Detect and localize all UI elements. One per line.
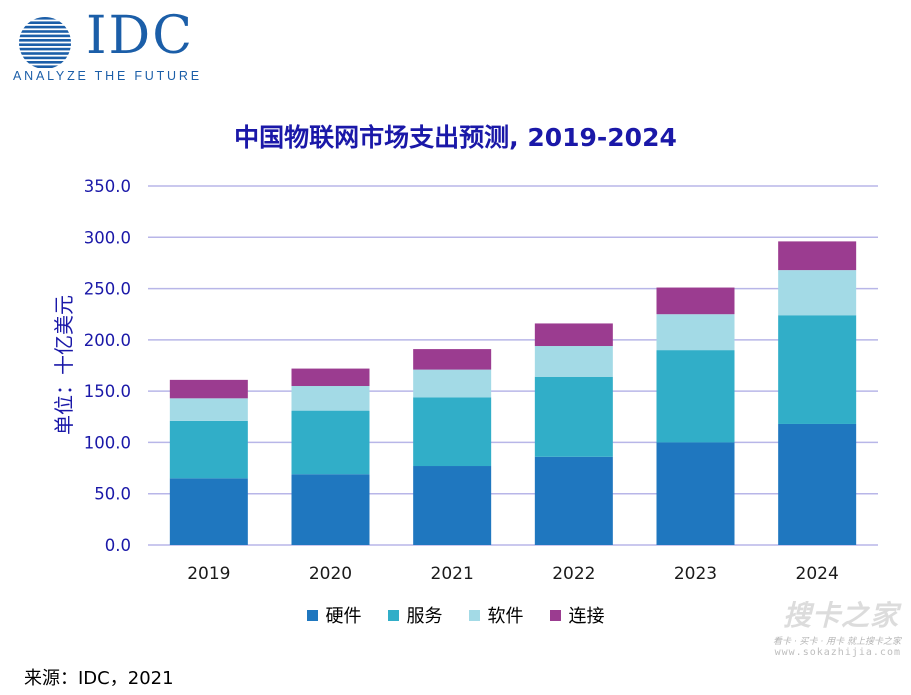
bar-segment bbox=[291, 474, 370, 545]
y-tick-label: 300.0 bbox=[84, 228, 131, 247]
chart-legend: 硬件 服务 软件 连接 bbox=[0, 602, 911, 628]
y-tick-label: 250.0 bbox=[84, 280, 131, 299]
bar-segment bbox=[778, 315, 857, 424]
legend-label: 软件 bbox=[487, 606, 524, 627]
globe-stripe bbox=[19, 39, 71, 42]
bar-segment bbox=[534, 323, 613, 347]
globe-stripe bbox=[19, 34, 71, 38]
y-axis-label: 单位：十亿美元 bbox=[52, 295, 76, 435]
globe-stripe bbox=[19, 56, 71, 60]
bar-segment bbox=[169, 398, 248, 421]
bar-segment bbox=[169, 478, 248, 545]
bar-segment bbox=[169, 379, 248, 399]
globe-stripe bbox=[19, 21, 71, 24]
bar-segment bbox=[656, 350, 735, 443]
legend-swatch bbox=[549, 609, 561, 621]
idc-logo: IDC ANALYZE THE FUTURE bbox=[10, 6, 210, 86]
x-tick-label: 2019 bbox=[187, 564, 230, 584]
x-tick-label: 2020 bbox=[309, 564, 352, 584]
y-tick-label: 200.0 bbox=[84, 331, 131, 350]
source-note: 来源：IDC，2021 bbox=[24, 668, 174, 689]
globe-stripe bbox=[19, 65, 71, 68]
legend-label: 连接 bbox=[568, 606, 605, 627]
bar-segment bbox=[778, 241, 857, 271]
legend-item: 连接 bbox=[549, 602, 605, 628]
y-tick-label: 50.0 bbox=[94, 485, 131, 504]
globe-stripe bbox=[19, 43, 71, 46]
legend-item: 服务 bbox=[387, 602, 443, 628]
watermark: 搜卡之家 看卡 · 买卡 · 用卡 就上搜卡之家 www.sokazhijia.… bbox=[745, 590, 905, 660]
y-tick-label: 0.0 bbox=[105, 536, 131, 555]
bar-segment bbox=[291, 410, 370, 475]
globe-stripe bbox=[19, 25, 71, 29]
bar-segment bbox=[534, 456, 613, 545]
legend-swatch bbox=[306, 609, 318, 621]
bar-segment bbox=[413, 397, 492, 467]
legend-label: 硬件 bbox=[325, 606, 362, 627]
bar-segment bbox=[291, 368, 370, 387]
stacked-bar-chart: 0.0 50.0 100.0 150.0 200.0 250.0 300.0 350.0 201… bbox=[52, 177, 878, 584]
bar-segment bbox=[413, 349, 492, 370]
bar-segment bbox=[656, 442, 735, 545]
globe-stripe bbox=[19, 52, 71, 55]
x-tick-label: 2021 bbox=[431, 564, 474, 584]
bar-segment bbox=[534, 376, 613, 457]
x-tick-label: 2024 bbox=[796, 564, 839, 584]
globe-stripe bbox=[19, 30, 71, 33]
bar-segment bbox=[778, 423, 857, 545]
legend-swatch bbox=[468, 609, 480, 621]
chart-title: 中国物联网市场支出预测, 2019-2024 bbox=[234, 123, 677, 152]
legend-label: 服务 bbox=[406, 606, 443, 627]
y-tick-label: 150.0 bbox=[84, 382, 131, 401]
legend-item: 硬件 bbox=[306, 602, 362, 628]
bar-segment bbox=[291, 386, 370, 411]
y-tick-label: 100.0 bbox=[84, 433, 131, 452]
bar-segment bbox=[169, 420, 248, 479]
globe-stripe bbox=[19, 61, 71, 64]
watermark-subtext: 看卡 · 买卡 · 用卡 就上搜卡之家 bbox=[772, 637, 901, 647]
bar-segment bbox=[778, 270, 857, 316]
globe-icon bbox=[19, 17, 71, 68]
watermark-url: www.sokazhijia.com bbox=[774, 647, 901, 658]
bar-segment bbox=[656, 287, 735, 315]
bar-segment bbox=[413, 466, 492, 545]
y-tick-label: 350.0 bbox=[84, 177, 131, 196]
globe-stripe bbox=[19, 17, 71, 20]
bar-segment bbox=[656, 314, 735, 351]
logo-wordmark: IDC bbox=[86, 6, 195, 66]
bar-segment bbox=[534, 346, 613, 377]
logo-tagline: ANALYZE THE FUTURE bbox=[13, 69, 202, 83]
legend-item: 软件 bbox=[468, 602, 524, 628]
legend-swatch bbox=[387, 609, 399, 621]
bar-segment bbox=[413, 369, 492, 398]
x-tick-label: 2023 bbox=[674, 564, 717, 584]
watermark-text: 搜卡之家 bbox=[782, 599, 899, 632]
x-tick-label: 2022 bbox=[552, 564, 595, 584]
globe-stripe bbox=[19, 47, 71, 51]
